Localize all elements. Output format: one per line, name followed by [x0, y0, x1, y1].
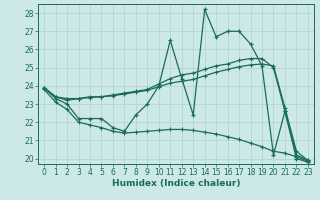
- X-axis label: Humidex (Indice chaleur): Humidex (Indice chaleur): [112, 179, 240, 188]
